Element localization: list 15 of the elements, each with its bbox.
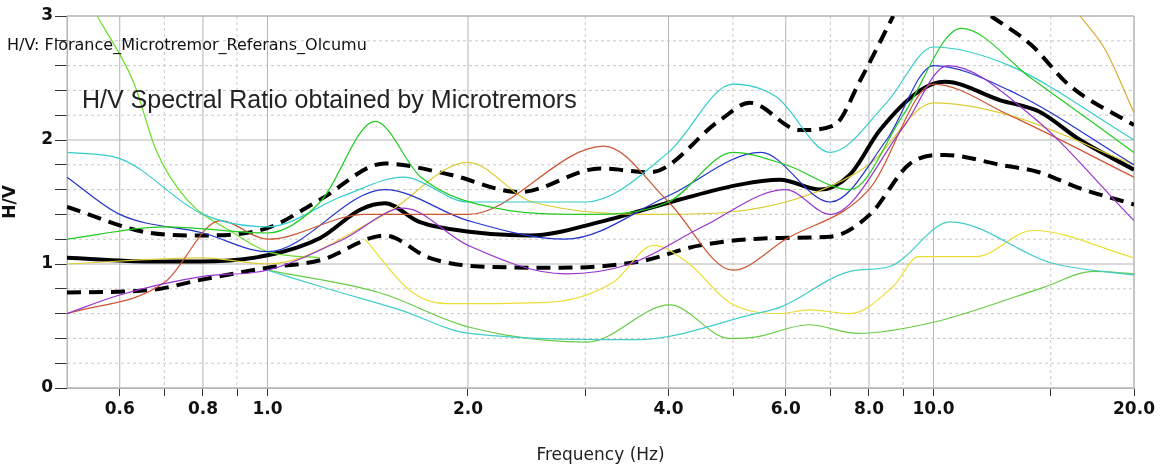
- y-axis-title: H/V: [0, 184, 19, 219]
- y-tick-label: 3: [41, 4, 53, 25]
- x-tick-label: 6.0: [770, 397, 801, 418]
- x-axis-title: Frequency (Hz): [536, 444, 665, 465]
- x-tick-label: 4.0: [653, 397, 684, 418]
- x-tick-label: 10.0: [912, 397, 955, 418]
- y-tick-label: 1: [41, 252, 53, 273]
- y-tick-label: 0: [41, 376, 54, 397]
- x-tick-label: 0.8: [187, 397, 219, 418]
- y-tick-label: 2: [41, 128, 53, 149]
- x-tick-label: 20.0: [1113, 397, 1156, 418]
- x-tick-label: 2.0: [452, 397, 484, 418]
- x-tick-label: 1.0: [252, 397, 283, 418]
- x-tick-label: 8.0: [853, 397, 885, 418]
- x-tick-label: 0.6: [104, 397, 135, 418]
